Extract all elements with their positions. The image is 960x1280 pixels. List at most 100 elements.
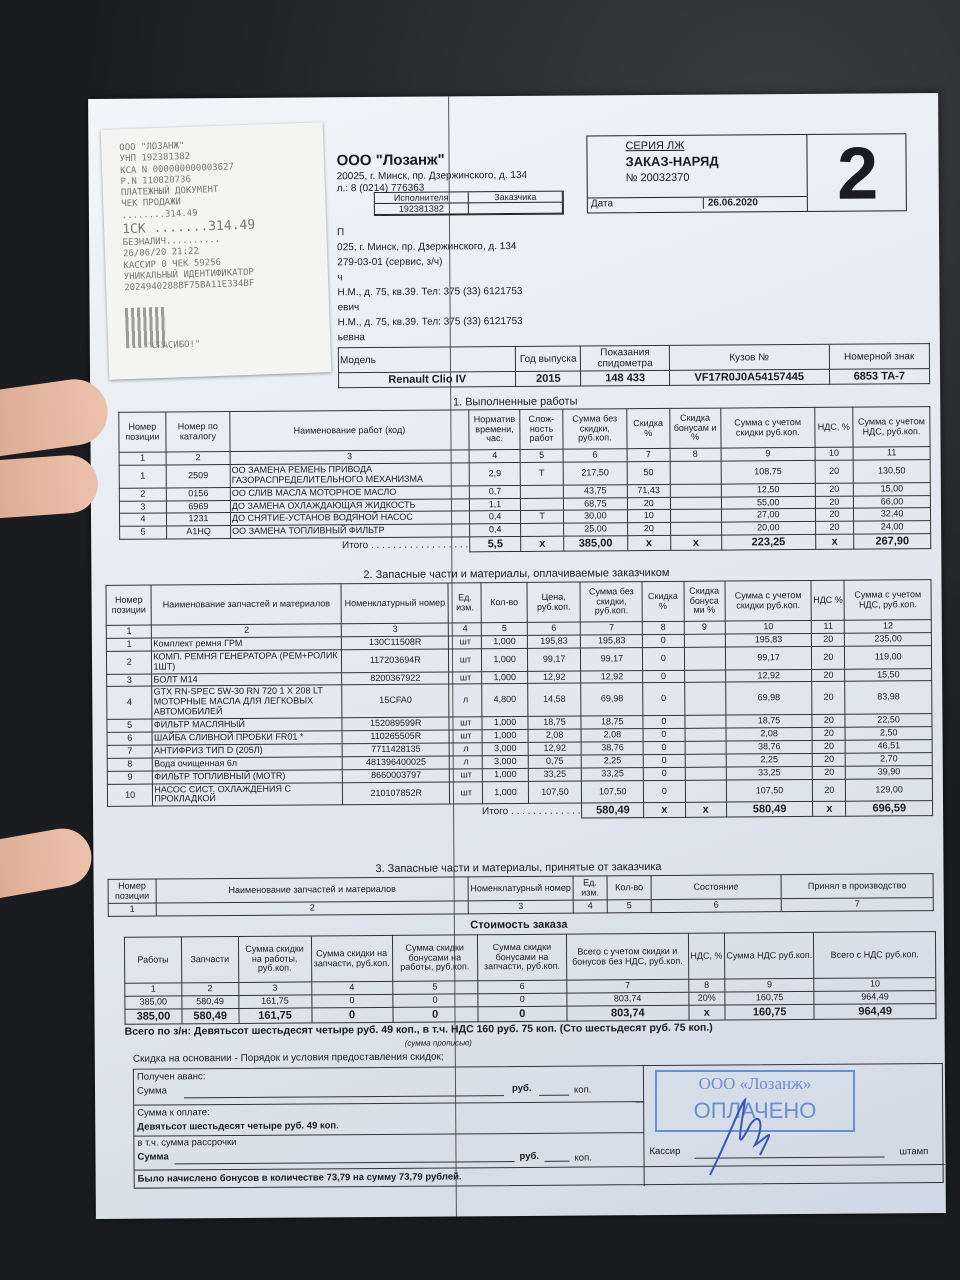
table-cell: 6853 ТА-7: [829, 368, 930, 385]
table-cell: Сумма скидки на работы, руб.коп.: [237, 935, 312, 983]
customer-info: П 025, г. Минск, пр. Дзержинского, д. 134…: [337, 224, 523, 345]
table-cell: НДС, %: [814, 407, 854, 448]
table-cell: 129,00: [845, 778, 933, 802]
table-cell: Норматив времени, час.: [468, 409, 521, 450]
table-cell: Номенклатурный номер: [468, 876, 573, 901]
table-cell: Сумма скидки бонусами на запчасти, руб.к…: [477, 934, 567, 981]
table-cell: [684, 740, 726, 755]
table-cell: 8: [669, 448, 721, 462]
table-cell: л: [449, 755, 483, 769]
table-cell: шт: [449, 716, 483, 730]
table-cell: Состояние: [650, 874, 782, 900]
table-cell: АНТИФРИЗ ТИП D (205Л): [152, 743, 343, 758]
table-cell: 5: [119, 526, 167, 540]
table-cell: 50: [627, 461, 670, 485]
table-cell: 0: [642, 634, 684, 648]
table-cell: 3,000: [482, 742, 528, 756]
table-cell: Номер позиции: [105, 585, 152, 626]
table-cell: ФИЛЬТР ТОПЛИВНЫЙ (MOTR): [152, 769, 343, 784]
table-cell: Т: [520, 510, 564, 524]
sum-label: Сумма: [136, 1085, 167, 1097]
table-cell: Всего с учетом скидки и бонусов без НДС,…: [566, 933, 689, 981]
table-cell: Показания спидометра: [580, 345, 670, 372]
table-cell: 2,9: [469, 462, 521, 486]
table-cell: 11: [811, 620, 845, 634]
table-cell: Номерной знак: [828, 343, 930, 370]
date-value: 26.06.2020: [702, 196, 807, 209]
cash-receipt: ООО "ЛОЗАНЖ" УНП 192381382 КСА N 000000000…: [100, 122, 332, 380]
customer-label: Заказчика: [468, 191, 563, 204]
table-cell: 0: [643, 779, 686, 803]
table-cell: 55,00: [721, 495, 816, 510]
table-cell: 119,00: [844, 645, 932, 669]
table-cell: 0,75: [527, 754, 582, 769]
table-cell: 5: [607, 899, 652, 913]
qr-code-icon: [124, 307, 167, 349]
table-cell: 99,17: [725, 646, 812, 670]
table-cell: 696,59: [845, 800, 933, 817]
table-cell: Наименование запчастей и материалов: [151, 583, 342, 626]
table-cell: 964,49: [814, 1003, 937, 1020]
table-cell: Сумма без скидки, руб.коп.: [562, 408, 627, 450]
header-row: Номер позиции Наименование запчастей и ма…: [105, 579, 932, 626]
table-cell: 20: [812, 714, 846, 728]
table-cell: 8: [688, 979, 725, 993]
table-cell: 1,000: [481, 670, 528, 685]
table-cell: Ед. изм.: [572, 875, 608, 901]
table-cell: x: [815, 534, 854, 550]
unp-box: Исполнителя Заказчика 192381382: [373, 190, 564, 216]
customer-info-line: евич: [337, 302, 360, 314]
to-pay-label: Сумма к оплате:: [137, 1107, 210, 1119]
table-cell: 8: [107, 757, 153, 772]
paid-stamp: ООО «Лозанж» ОПЛАЧЕНО: [655, 1070, 855, 1132]
table-cell: 2: [155, 900, 469, 916]
table-cell: 15,00: [853, 482, 931, 496]
table-cell: 4: [448, 622, 482, 636]
kop-label: коп.: [573, 1084, 592, 1096]
table-cell: 39,90: [845, 765, 933, 779]
table-cell: Сумма скидки на запчасти, руб.коп.: [310, 935, 393, 982]
header-row: Работы Запчасти Сумма скидки на работы, ру…: [124, 931, 936, 984]
table-cell: 99,17: [527, 647, 581, 671]
table-cell: 2509: [166, 464, 231, 488]
table-cell: Скидка бонусам и %: [669, 408, 721, 449]
table-cell: 43,75: [563, 484, 628, 498]
table-cell: 5,5: [469, 536, 521, 553]
rub-label: руб.: [511, 1082, 532, 1095]
table-cell: Цена, руб.коп.: [526, 582, 581, 623]
table-cell: Кол-во: [481, 582, 528, 623]
table-cell: 24,00: [853, 520, 931, 535]
table-cell: [520, 523, 564, 537]
table-cell: 1,000: [482, 781, 529, 805]
table-cell: 2: [151, 623, 342, 638]
table-cell: 0156: [166, 487, 231, 501]
executor-unp: 192381382: [374, 203, 469, 215]
table-cell: 964,49: [814, 990, 936, 1005]
customer-info-line: Н.М., д. 75, кв.39. Тел: 375 (33) 612175…: [337, 285, 523, 299]
table-cell: 32,40: [853, 508, 931, 522]
table-cell: Ед. изм.: [448, 582, 482, 623]
table-cell: 10: [814, 447, 854, 461]
table-cell: 15CFA0: [341, 684, 450, 718]
company-address: 20025, г. Минск, пр. Дзержинского, д. 13…: [336, 169, 528, 183]
table-cell: [669, 460, 722, 485]
table-cell: 161,75: [238, 994, 312, 1009]
table-cell: 481396400025: [342, 755, 450, 770]
table-cell: НАСОС СИСТ. ОХЛАЖДЕНИЯ С ПРОКЛАДКОЙ: [152, 782, 343, 807]
table-cell: Сумма без скидки, руб.коп.: [580, 581, 643, 623]
table-cell: x: [670, 535, 722, 551]
table-cell: 20: [814, 460, 854, 484]
table-cell: 20: [811, 668, 846, 682]
doc-number: № 20032370: [625, 171, 690, 185]
table-cell: 6: [477, 980, 567, 994]
table-cell: Запчасти: [181, 936, 239, 983]
table-cell: 110265505R: [342, 729, 450, 744]
table-cell: Принял в производство: [781, 873, 934, 899]
table-cell: 3: [468, 900, 573, 914]
table-cell: 4: [106, 686, 153, 720]
table-cell: ОО ЗАМЕНА РЕМЕНЬ ПРИВОДА ГАЗОРАСПРЕДЕЛИТ…: [230, 462, 470, 488]
table-cell: 0,4: [469, 510, 521, 525]
table-cell: 5: [520, 449, 564, 463]
advance-label: Получен аванс:: [136, 1071, 206, 1083]
table-cell: 99,17: [580, 647, 643, 671]
